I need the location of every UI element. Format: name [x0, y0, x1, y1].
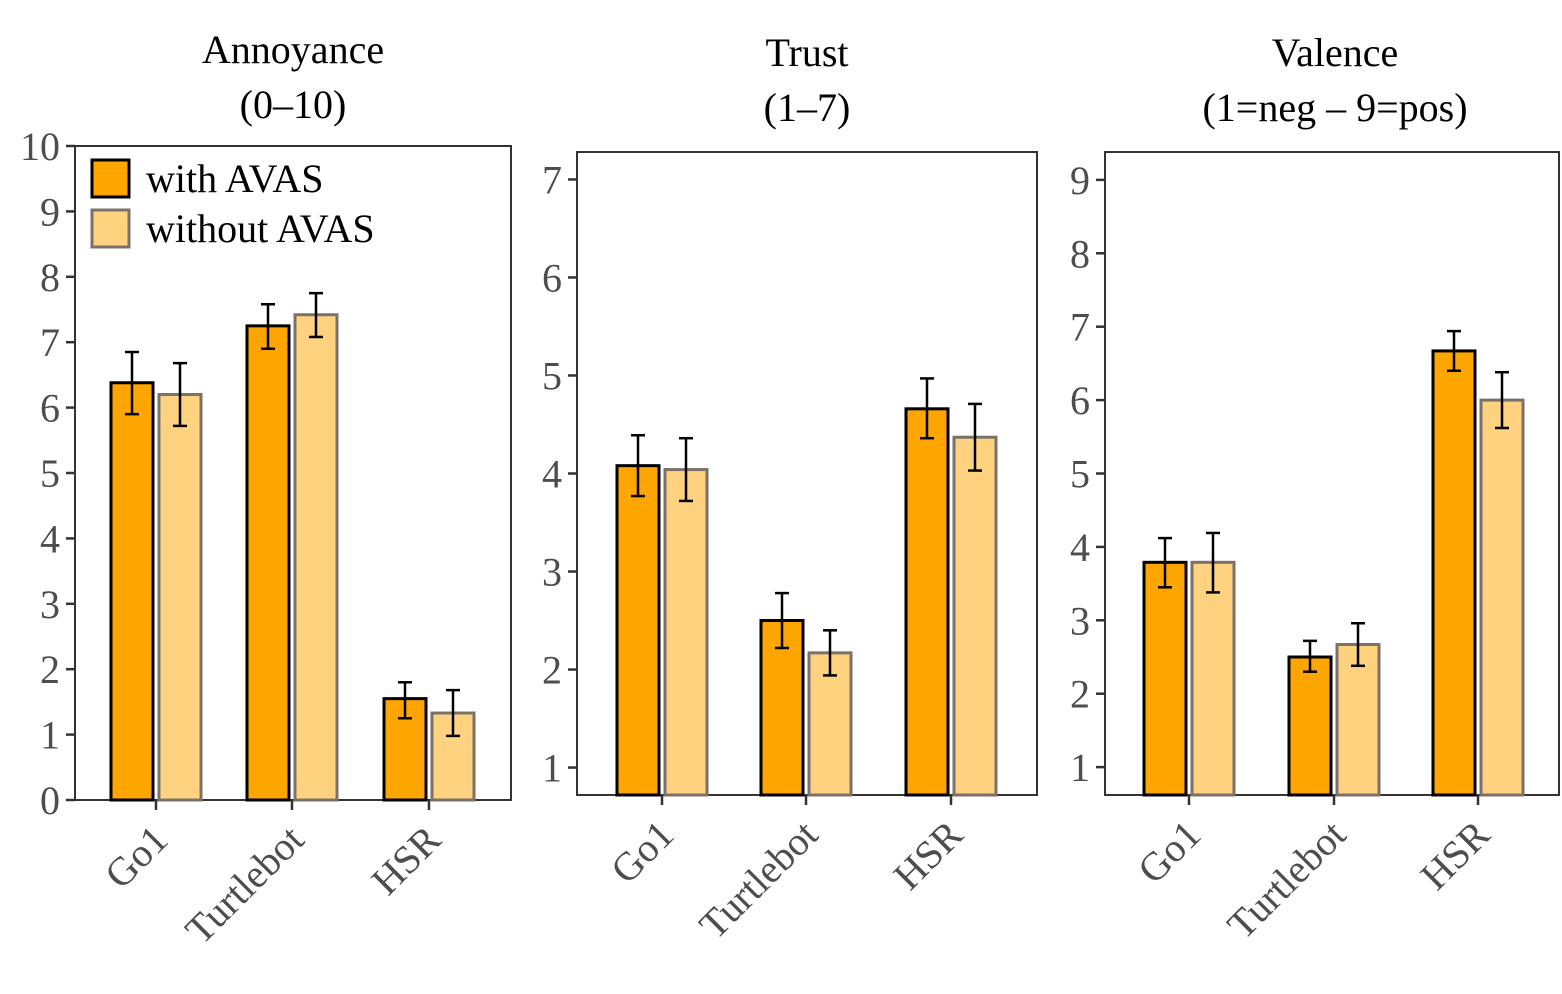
y-tick-label: 5: [40, 451, 60, 496]
bar-without-avas-hsr: [952, 435, 998, 797]
bar-without-avas-turtlebot: [293, 313, 339, 802]
panel-title-line-2: (1–7): [764, 85, 851, 130]
y-tick-label: 2: [542, 648, 562, 693]
y-tick-label: 3: [40, 582, 60, 627]
bar-with-avas-go1: [1142, 560, 1188, 797]
y-tick-label: 4: [1070, 525, 1090, 570]
y-tick-label: 9: [1070, 158, 1090, 203]
panel-3: Valence (1=neg – 9=pos) 1 2 3 4 5 6 7 8 9 Go1 Turtle…: [1070, 30, 1560, 948]
bar-with-avas-go1: [615, 464, 661, 797]
y-tick-label: 4: [542, 452, 562, 497]
y-tick-label: 6: [40, 386, 60, 431]
y-tick-label: 1: [40, 713, 60, 758]
legend-label-with-avas: with AVAS: [146, 156, 324, 201]
panel-title-line-1: Trust: [765, 30, 848, 75]
y-tick-label: 9: [40, 189, 60, 234]
y-tick-label: 7: [542, 157, 562, 202]
y-tick-label: 2: [1070, 672, 1090, 717]
y-tick-label: 10: [20, 124, 60, 169]
y-tick-label: 8: [1070, 231, 1090, 276]
x-tick-label-turtlebot: Turtlebot: [1218, 812, 1354, 948]
bar-with-avas-turtlebot: [1287, 655, 1333, 797]
y-tick-label: 5: [542, 353, 562, 398]
bar-without-avas-go1: [157, 393, 203, 802]
y-tick-label: 1: [1070, 745, 1090, 790]
y-tick-label: 1: [542, 746, 562, 791]
x-tick-label-go1: Go1: [1129, 812, 1210, 893]
bar-with-avas-hsr: [1431, 349, 1477, 797]
panel-title-line-1: Annoyance: [202, 27, 384, 72]
bar-without-avas-hsr: [1479, 398, 1525, 797]
bar-without-avas-turtlebot: [1335, 643, 1381, 797]
y-tick-label: 7: [40, 320, 60, 365]
y-tick-label: 3: [542, 550, 562, 595]
bar-with-avas-go1: [109, 381, 155, 802]
bar-without-avas-go1: [1190, 560, 1236, 797]
y-tick-label: 7: [1070, 305, 1090, 350]
legend-label-without-avas: without AVAS: [146, 206, 375, 251]
y-tick-label: 6: [542, 255, 562, 300]
y-tick-label: 3: [1070, 598, 1090, 643]
legend: with AVAS without AVAS: [90, 156, 375, 251]
y-tick-label: 6: [1070, 378, 1090, 423]
bar-with-avas-hsr: [904, 407, 950, 797]
panel-title-line-2: (1=neg – 9=pos): [1202, 85, 1467, 130]
y-tick-label: 8: [40, 255, 60, 300]
x-tick-label-turtlebot: Turtlebot: [690, 812, 826, 948]
y-tick-label: 2: [40, 647, 60, 692]
panel-title-line-2: (0–10): [240, 82, 347, 127]
x-tick-label-turtlebot: Turtlebot: [176, 817, 312, 953]
panel-1: Annoyance (0–10) 0 1 2 3 4 5 6 7 8 9 10 Go1 Turtlebot H…: [20, 27, 512, 953]
x-tick-label-hsr: HSR: [1412, 811, 1499, 898]
y-tick-label: 0: [40, 778, 60, 823]
y-tick-label: 5: [1070, 452, 1090, 497]
bar-without-avas-turtlebot: [807, 651, 853, 797]
x-tick-label-go1: Go1: [96, 817, 177, 898]
panel-2: Trust (1–7) 1 2 3 4 5 6 7 Go1 Turtlebot HSR: [542, 30, 1038, 948]
legend-swatch-without-avas: [90, 208, 131, 249]
x-tick-label-hsr: HSR: [363, 816, 450, 903]
x-tick-label-go1: Go1: [602, 812, 683, 893]
x-tick-label-hsr: HSR: [885, 811, 972, 898]
panel-title-line-1: Valence: [1272, 30, 1399, 75]
bar-with-avas-turtlebot: [245, 324, 291, 802]
bar-without-avas-go1: [663, 468, 709, 797]
legend-swatch-with-avas: [90, 158, 131, 199]
y-tick-label: 4: [40, 516, 60, 561]
